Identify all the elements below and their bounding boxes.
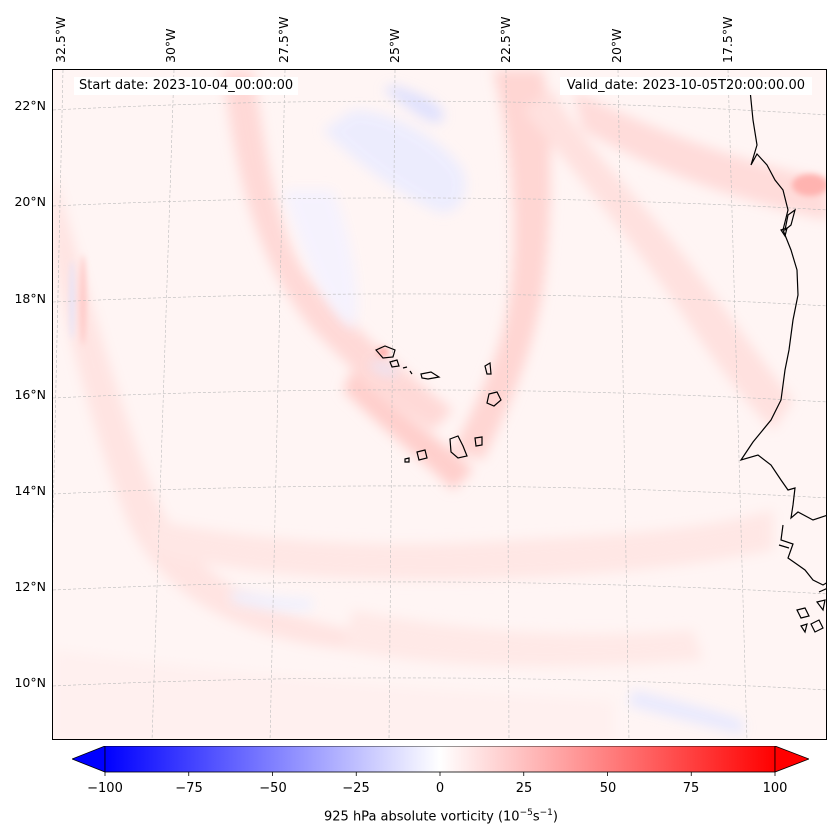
- lon-label-32-5w: 32.5°W: [53, 16, 68, 63]
- african-coastline: [739, 89, 826, 634]
- colorbar-tick-label: 100: [762, 781, 788, 796]
- lat-label-16n: 16°N: [14, 387, 46, 402]
- lon-label-27-5w: 27.5°W: [276, 16, 291, 63]
- colorbar-tick-label: 75: [682, 781, 700, 796]
- lon-label-25w: 25°W: [387, 28, 402, 63]
- lat-label-20n: 20°N: [14, 194, 46, 209]
- lon-label-20w: 20°W: [609, 28, 624, 63]
- strong-vorticity-spots: [70, 174, 826, 357]
- colorbar-tick-label: −25: [342, 781, 370, 796]
- colorbar-gradient: [104, 746, 776, 773]
- map-panel: [52, 69, 827, 740]
- lon-label-22-5w: 22.5°W: [498, 16, 513, 63]
- start-date-label: Start date: 2023-10-04_00:00:00: [74, 77, 299, 95]
- lat-label-12n: 12°N: [14, 579, 46, 594]
- colorbar-tick-label: −50: [259, 781, 287, 796]
- colorbar-min-extend: [72, 746, 106, 773]
- lat-label-18n: 18°N: [14, 291, 46, 306]
- colorbar-max-extend: [774, 746, 809, 773]
- lat-label-14n: 14°N: [14, 483, 46, 498]
- vorticity-field: [53, 70, 826, 739]
- lat-label-22n: 22°N: [14, 98, 46, 113]
- lon-label-30w: 30°W: [163, 28, 178, 63]
- colorbar: [72, 746, 809, 776]
- lat-label-10n: 10°N: [14, 675, 46, 690]
- colorbar-ticks: [104, 772, 776, 776]
- cape-verde-islands: [375, 345, 502, 463]
- colorbar-label: 925 hPa absolute vorticity (10−5s−1): [324, 808, 558, 825]
- colorbar-tick-label: −75: [175, 781, 203, 796]
- valid-date-label: Valid_date: 2023-10-05T20:00:00.00: [559, 77, 812, 95]
- colorbar-tick-label: 0: [435, 781, 445, 796]
- graticule: [53, 70, 826, 739]
- positive-vorticity-patches: [53, 70, 826, 739]
- colorbar-tick-label: 25: [515, 781, 533, 796]
- lon-label-17-5w: 17.5°W: [720, 16, 735, 63]
- colorbar-tick-label: −100: [87, 781, 123, 796]
- colorbar-tick-label: 50: [599, 781, 617, 796]
